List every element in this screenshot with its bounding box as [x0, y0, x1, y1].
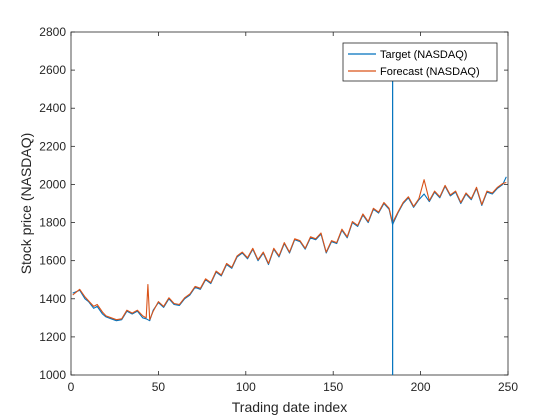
- x-tick-label: 200: [411, 380, 431, 394]
- y-tick-label: 1200: [39, 330, 66, 344]
- x-tick-label: 250: [498, 380, 518, 394]
- y-tick-label: 2000: [39, 177, 66, 191]
- series-line-forecast: [72, 179, 507, 321]
- legend: Target (NASDAQ) Forecast (NASDAQ): [342, 42, 498, 82]
- x-tick-label: 50: [152, 380, 166, 394]
- legend-box: [342, 42, 498, 82]
- y-tick-label: 2600: [39, 63, 66, 77]
- y-axis-label: Stock price (NASDAQ): [18, 133, 34, 275]
- y-tick-label: 1600: [39, 254, 66, 268]
- y-tick-label: 1000: [39, 368, 66, 382]
- y-tick-label: 1400: [39, 292, 66, 306]
- x-tick-label: 150: [323, 380, 343, 394]
- legend-label-target: Target (NASDAQ): [380, 49, 467, 61]
- plot-area: [70, 31, 509, 376]
- x-tick-label: 0: [68, 380, 75, 394]
- series-layer: [72, 176, 507, 322]
- y-tick-label: 2200: [39, 139, 66, 153]
- x-axis-label: Trading date index: [232, 399, 347, 415]
- y-tick-label: 1800: [39, 216, 66, 230]
- y-axis-ticks: 1000 1200 1400 1600 1800 2000 2200 2400 2600 2800: [39, 25, 508, 382]
- y-tick-label: 2800: [39, 25, 66, 39]
- x-axis-ticks: 0 50 100 150 200 250: [68, 32, 518, 394]
- y-tick-label: 2400: [39, 101, 66, 115]
- legend-label-forecast: Forecast (NASDAQ): [380, 66, 480, 78]
- x-tick-label: 100: [236, 380, 256, 394]
